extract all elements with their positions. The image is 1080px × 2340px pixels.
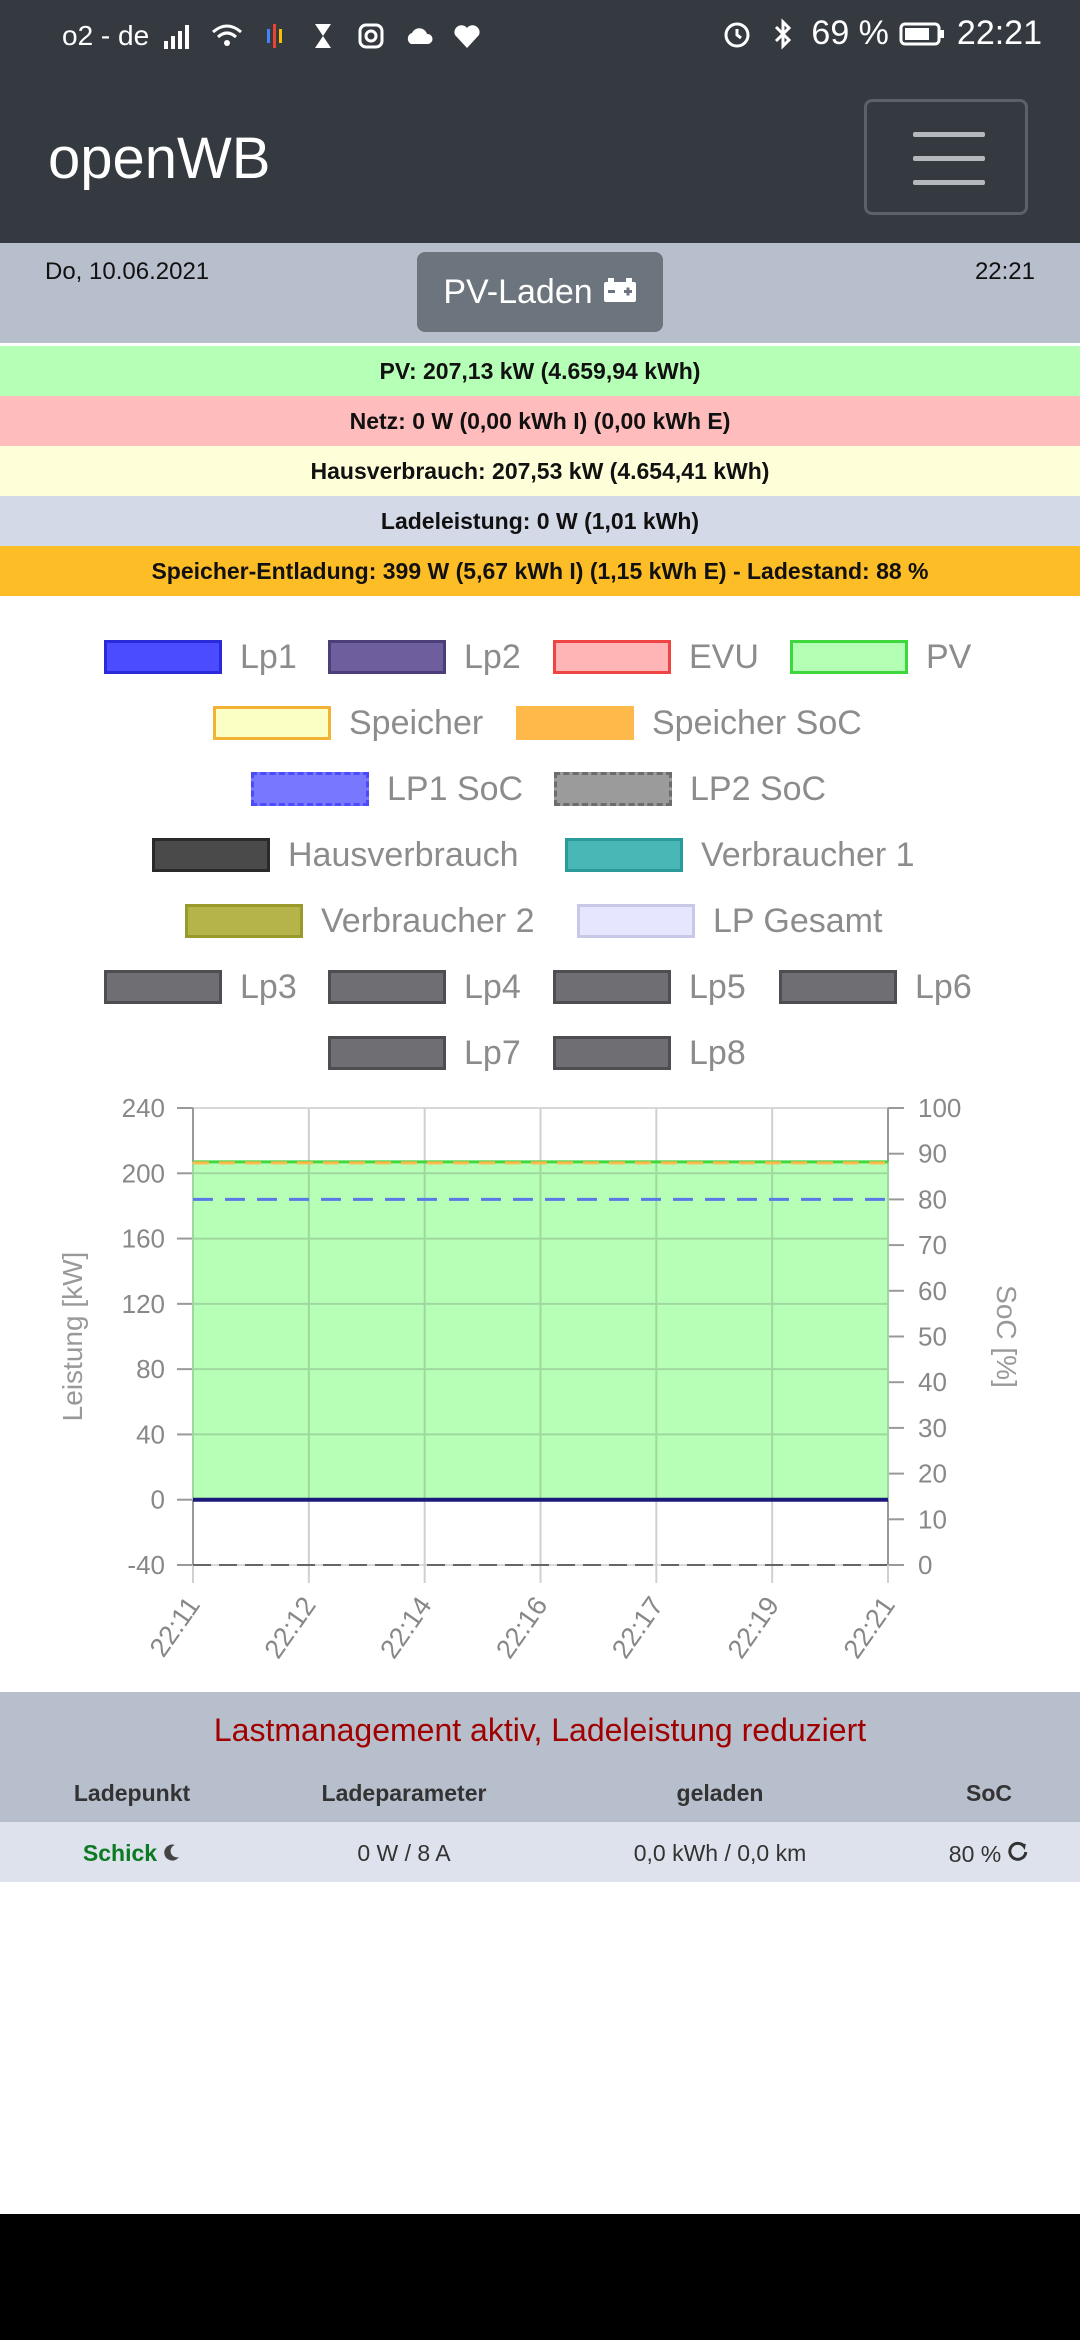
signal-icon bbox=[161, 18, 197, 54]
current-time: 22:21 bbox=[974, 258, 1035, 285]
legend-item-lp8[interactable]: Lp8 bbox=[553, 1028, 746, 1078]
y2-axis-label: SoC [%] bbox=[991, 1285, 1022, 1388]
soc-value: 80 % bbox=[948, 1840, 1002, 1867]
column-header-ladeparameter: Ladeparameter bbox=[321, 1780, 487, 1806]
legend-item-speicher-soc[interactable]: Speicher SoC bbox=[516, 698, 862, 748]
y2-tick-label: 20 bbox=[918, 1459, 947, 1489]
current-date: Do, 10.06.2021 bbox=[45, 258, 210, 285]
y2-tick-label: 60 bbox=[918, 1276, 947, 1306]
x-tick-label: 22:17 bbox=[606, 1591, 669, 1664]
column-header-soc: SoC bbox=[966, 1780, 1012, 1806]
legend-item-lp2-soc[interactable]: LP2 SoC bbox=[554, 764, 826, 814]
x-tick-label: 22:19 bbox=[722, 1591, 785, 1664]
menu-toggle-button[interactable] bbox=[864, 99, 1028, 215]
power-chart: 240 200 160 120 80 40 0 -40 100 90 80 70 60 50 40 30 20 1… bbox=[0, 1085, 1080, 1685]
y-tick-label: 0 bbox=[151, 1485, 165, 1515]
legend-item-lp5[interactable]: Lp5 bbox=[553, 962, 746, 1012]
moon-icon bbox=[163, 1840, 181, 1867]
legend-item-lp4[interactable]: Lp4 bbox=[328, 962, 521, 1012]
legend-item-verbraucher2[interactable]: Verbraucher 2 bbox=[185, 896, 535, 946]
status-bar: o2 - de 69 % 22: bbox=[0, 0, 1080, 75]
legend-item-lp-gesamt[interactable]: LP Gesamt bbox=[577, 896, 882, 946]
y-tick-label: 240 bbox=[122, 1093, 165, 1123]
status-time: 22:21 bbox=[956, 14, 1042, 52]
lastmanagement-panel: Lastmanagement aktiv, Ladeleistung reduz… bbox=[0, 1692, 1080, 1822]
y-tick-label: -40 bbox=[127, 1550, 165, 1580]
soc-cell: 80 % bbox=[949, 1840, 1029, 1868]
podcast-icon bbox=[257, 18, 293, 54]
y2-tick-label: 10 bbox=[918, 1504, 947, 1534]
y2-tick-label: 70 bbox=[918, 1230, 947, 1260]
x-tick-label: 22:11 bbox=[144, 1591, 206, 1662]
y-tick-label: 40 bbox=[136, 1419, 165, 1449]
bluetooth-icon bbox=[765, 16, 801, 52]
hausverbrauch-info-row: Hausverbrauch: 207,53 kW (4.654,41 kWh) bbox=[0, 446, 1080, 496]
ladepunkt-cell[interactable]: Schick bbox=[83, 1840, 181, 1867]
geladen-cell: 0,0 kWh / 0,0 km bbox=[633, 1840, 807, 1866]
instagram-icon bbox=[353, 18, 389, 54]
y2-tick-label: 50 bbox=[918, 1322, 947, 1352]
battery-icon bbox=[899, 16, 947, 52]
system-navigation-bar bbox=[0, 2214, 1080, 2340]
cloud-icon bbox=[401, 18, 437, 54]
legend-item-lp3[interactable]: Lp3 bbox=[104, 962, 297, 1012]
y-tick-label: 200 bbox=[122, 1158, 165, 1188]
column-header-ladepunkt: Ladepunkt bbox=[73, 1780, 191, 1806]
y2-tick-label: 80 bbox=[918, 1184, 947, 1214]
carrier-label: o2 - de bbox=[62, 20, 150, 51]
y-tick-label: 80 bbox=[136, 1354, 165, 1384]
charge-mode-button[interactable]: PV-Laden bbox=[417, 252, 663, 332]
brand-logo-text[interactable]: openWB bbox=[48, 126, 271, 191]
hourglass-icon bbox=[305, 18, 341, 54]
y2-tick-label: 90 bbox=[918, 1139, 947, 1169]
legend-item-lp7[interactable]: Lp7 bbox=[328, 1028, 521, 1078]
power-chart-svg: 24020016012080400-4010090807060504030201… bbox=[57, 1093, 1022, 1664]
legend-item-hausverbrauch[interactable]: Hausverbrauch bbox=[152, 830, 519, 880]
x-tick-label: 22:14 bbox=[374, 1591, 437, 1664]
x-tick-label: 22:21 bbox=[838, 1591, 901, 1664]
column-header-geladen: geladen bbox=[676, 1780, 764, 1806]
legend-item-verbraucher1[interactable]: Verbraucher 1 bbox=[565, 830, 915, 880]
navbar: openWB bbox=[0, 75, 1080, 243]
y-tick-label: 160 bbox=[122, 1224, 165, 1254]
y-tick-label: 120 bbox=[122, 1289, 165, 1319]
ladeparameter-cell: 0 W / 8 A bbox=[357, 1840, 451, 1866]
y2-tick-label: 0 bbox=[918, 1550, 932, 1580]
speicher-info-row: Speicher-Entladung: 399 W (5,67 kWh I) (… bbox=[0, 546, 1080, 596]
y-axis-label: Leistung [kW] bbox=[57, 1252, 88, 1422]
battery-percent: 69 % bbox=[811, 14, 889, 52]
battery-car-icon bbox=[603, 273, 637, 312]
legend-item-lp1[interactable]: Lp1 bbox=[104, 632, 297, 682]
wifi-icon bbox=[209, 18, 245, 54]
y2-tick-label: 30 bbox=[918, 1413, 947, 1443]
lastmanagement-message: Lastmanagement aktiv, Ladeleistung reduz… bbox=[213, 1712, 867, 1748]
alarm-icon bbox=[719, 16, 755, 52]
ladeleistung-info-row: Ladeleistung: 0 W (1,01 kWh) bbox=[0, 496, 1080, 546]
legend-item-lp2[interactable]: Lp2 bbox=[328, 632, 521, 682]
legend-item-speicher[interactable]: Speicher bbox=[213, 698, 483, 748]
date-bar: Do, 10.06.2021 PV-Laden 22:21 bbox=[0, 243, 1080, 343]
legend-item-pv[interactable]: PV bbox=[790, 632, 971, 682]
legend-item-lp1-soc[interactable]: LP1 SoC bbox=[251, 764, 523, 814]
y2-tick-label: 100 bbox=[918, 1093, 961, 1123]
refresh-icon[interactable] bbox=[1007, 1840, 1029, 1868]
netz-info-row: Netz: 0 W (0,00 kWh I) (0,00 kWh E) bbox=[0, 396, 1080, 446]
legend-item-evu[interactable]: EVU bbox=[553, 632, 759, 682]
pv-info-row: PV: 207,13 kW (4.659,94 kWh) bbox=[0, 346, 1080, 396]
charge-mode-label: PV-Laden bbox=[443, 272, 593, 311]
y2-tick-label: 40 bbox=[918, 1367, 947, 1397]
legend-item-lp6[interactable]: Lp6 bbox=[779, 962, 972, 1012]
x-tick-label: 22:16 bbox=[490, 1591, 553, 1664]
x-tick-label: 22:12 bbox=[258, 1591, 321, 1664]
hamburger-icon bbox=[913, 132, 985, 137]
table-row: Schick 0 W / 8 A 0,0 kWh / 0,0 km 80 % bbox=[0, 1822, 1080, 1882]
heart-icon bbox=[449, 18, 485, 54]
ladepunkt-name: Schick bbox=[82, 1840, 158, 1866]
